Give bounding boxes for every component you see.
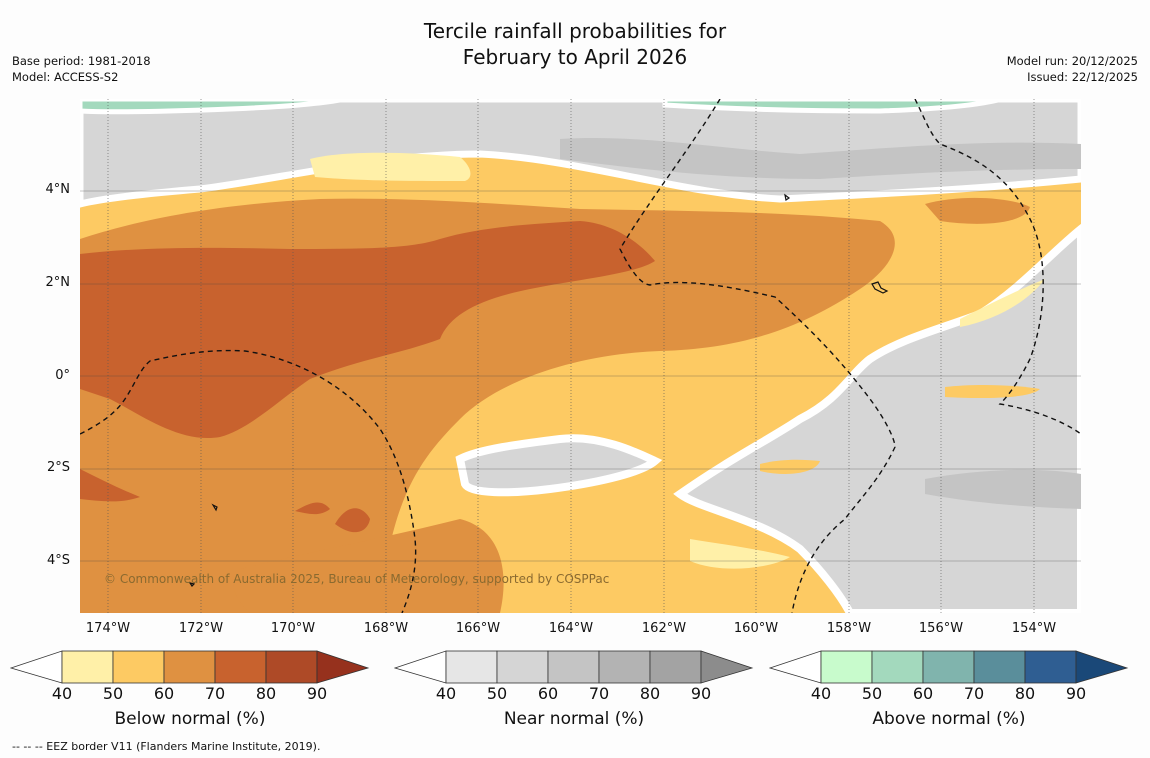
above-normal-west-strip xyxy=(80,99,346,115)
near-normal-tick-50: 50 xyxy=(486,684,508,703)
y-tick-0: 0° xyxy=(55,368,70,383)
below-normal-60-south xyxy=(233,519,504,613)
x-tick-172w: 172°W xyxy=(178,621,224,636)
x-tick-154w: 154°W xyxy=(1011,621,1057,636)
below-normal-tick-80: 80 xyxy=(255,684,277,703)
near-normal-60-east xyxy=(925,469,1081,509)
above-normal-tick-40: 40 xyxy=(810,684,832,703)
above-normal-swatch-80 xyxy=(1024,650,1077,684)
below-normal-tick-70: 70 xyxy=(204,684,226,703)
x-tick-162w: 162°W xyxy=(641,621,687,636)
above-normal-swatch-50 xyxy=(871,650,924,684)
eez-footnote: -- -- -- EEZ border V11 (Flanders Marine… xyxy=(12,740,321,753)
meta-left: Base period: 1981-2018 Model: ACCESS-S2 xyxy=(12,53,151,85)
near-normal-swatch-70 xyxy=(598,650,651,684)
below-normal-underflow-triangle xyxy=(10,650,63,684)
below-normal-title: Below normal (%) xyxy=(114,709,266,729)
near-normal-tick-80: 80 xyxy=(639,684,661,703)
colorbar-legends: 40 50 60 70 80 90 Below normal (%) 40 50… xyxy=(0,650,1150,730)
x-tick-156w: 156°W xyxy=(918,621,964,636)
above-normal-tick-50: 50 xyxy=(861,684,883,703)
near-normal-swatch-50 xyxy=(496,650,549,684)
x-tick-164w: 164°W xyxy=(548,621,594,636)
above-normal-swatch-60 xyxy=(922,650,975,684)
below-normal-overflow-triangle xyxy=(316,650,370,684)
rainfall-probability-map xyxy=(80,99,1081,613)
eez-borders xyxy=(80,99,1081,613)
above-normal-swatch-40 xyxy=(820,650,873,684)
meta-right: Model run: 20/12/2025 Issued: 22/12/2025 xyxy=(1007,53,1138,85)
below-normal-tick-90: 90 xyxy=(306,684,328,703)
y-tick-2n: 2°N xyxy=(45,275,71,290)
above-normal-tick-80: 80 xyxy=(1014,684,1036,703)
near-normal-overflow-triangle xyxy=(700,650,754,684)
above-normal-east-strip xyxy=(662,99,1003,114)
above-normal-title: Above normal (%) xyxy=(872,709,1026,729)
colorbar-near-normal xyxy=(394,650,754,684)
issued-label: Issued: 22/12/2025 xyxy=(1027,70,1138,84)
above-normal-swatch-70 xyxy=(973,650,1026,684)
colorbar-below-normal xyxy=(10,650,370,684)
below-normal-40-southeast xyxy=(690,539,790,569)
below-normal-tick-60: 60 xyxy=(153,684,175,703)
above-normal-overflow-triangle xyxy=(1075,650,1129,684)
x-tick-166w: 166°W xyxy=(455,621,501,636)
below-normal-swatch-50 xyxy=(112,650,165,684)
below-normal-50-east-strip xyxy=(945,384,1040,399)
near-normal-underflow-triangle xyxy=(394,650,447,684)
x-tick-160w: 160°W xyxy=(733,621,779,636)
y-tick-4n: 4°N xyxy=(45,182,71,197)
y-tick-2s: 2°S xyxy=(46,460,70,475)
above-normal-tick-70: 70 xyxy=(963,684,985,703)
y-tick-4s: 4°S xyxy=(46,553,70,568)
below-normal-70-patch-a xyxy=(295,502,330,515)
below-normal-swatch-80 xyxy=(265,650,318,684)
below-normal-swatch-40 xyxy=(61,650,114,684)
near-normal-swatch-60 xyxy=(547,650,600,684)
near-normal-swatch-40 xyxy=(445,650,498,684)
below-normal-70-southwest xyxy=(80,469,140,502)
x-tick-158w: 158°W xyxy=(826,621,872,636)
title-line-1: Tercile rainfall probabilities for xyxy=(423,19,727,43)
near-normal-tick-40: 40 xyxy=(435,684,457,703)
base-period-label: Base period: 1981-2018 xyxy=(12,54,151,68)
below-normal-50-island-east xyxy=(760,459,820,474)
above-normal-tick-60: 60 xyxy=(912,684,934,703)
x-tick-174w: 174°W xyxy=(85,621,131,636)
x-tick-170w: 170°W xyxy=(270,621,316,636)
colorbar-above-normal xyxy=(769,650,1129,684)
latitude-gridlines xyxy=(80,190,1081,562)
map-title: Tercile rainfall probabilities for Febru… xyxy=(0,18,1150,70)
below-normal-tick-50: 50 xyxy=(102,684,124,703)
title-line-2: February to April 2026 xyxy=(462,45,688,69)
islands xyxy=(188,193,889,587)
x-tick-168w: 168°W xyxy=(363,621,409,636)
near-normal-swatch-80 xyxy=(649,650,702,684)
near-normal-central-region xyxy=(455,434,663,497)
near-normal-tick-90: 90 xyxy=(690,684,712,703)
below-normal-swatch-70 xyxy=(214,650,267,684)
above-normal-underflow-triangle xyxy=(769,650,822,684)
near-normal-tick-70: 70 xyxy=(588,684,610,703)
below-normal-60-northeast xyxy=(925,197,1030,224)
below-normal-tick-40: 40 xyxy=(51,684,73,703)
copyright-notice: © Commonwealth of Australia 2025, Bureau… xyxy=(104,572,610,586)
model-run-label: Model run: 20/12/2025 xyxy=(1006,54,1138,68)
near-normal-tick-60: 60 xyxy=(537,684,559,703)
below-normal-40-north xyxy=(310,152,471,181)
model-label: Model: ACCESS-S2 xyxy=(12,70,119,84)
below-normal-40-northeast xyxy=(960,279,1045,327)
below-normal-70-patch-b xyxy=(335,508,370,533)
above-normal-tick-90: 90 xyxy=(1065,684,1087,703)
near-normal-title: Near normal (%) xyxy=(503,709,645,729)
below-normal-70-region xyxy=(80,221,655,439)
below-normal-swatch-60 xyxy=(163,650,216,684)
